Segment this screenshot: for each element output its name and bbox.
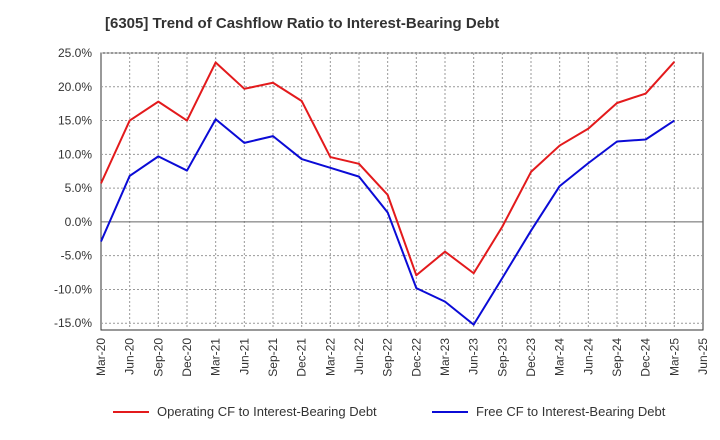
grid xyxy=(101,52,703,330)
x-tick-label: Sep-21 xyxy=(266,338,280,377)
y-tick-label: 15.0% xyxy=(58,114,92,128)
series-line-free-cf xyxy=(100,118,675,326)
x-tick-label: Jun-20 xyxy=(123,338,137,375)
chart-title: [6305] Trend of Cashflow Ratio to Intere… xyxy=(105,15,500,32)
legend: Operating CF to Interest-Bearing Debt Fr… xyxy=(0,404,720,428)
y-tick-label: -15.0% xyxy=(54,316,92,330)
legend-label-free-cf: Free CF to Interest-Bearing Debt xyxy=(476,404,666,419)
legend-label-operating-cf: Operating CF to Interest-Bearing Debt xyxy=(157,404,377,419)
x-tick-label: Mar-20 xyxy=(94,338,108,376)
axes: 25.0% 20.0% 15.0% 10.0% 5.0% 0.0% -5.0% -10.0% -… xyxy=(54,46,710,377)
legend-swatch-operating-cf xyxy=(113,410,149,413)
x-tick-label: Jun-22 xyxy=(352,338,366,375)
plot-area xyxy=(100,52,704,331)
x-tick-label: Mar-21 xyxy=(209,338,223,376)
y-tick-label: -10.0% xyxy=(54,282,92,296)
x-tick-label: Jun-24 xyxy=(581,338,595,375)
x-tick-label: Dec-20 xyxy=(180,338,194,377)
x-tick-label: Sep-20 xyxy=(151,338,165,377)
x-tick-label: Jun-21 xyxy=(237,338,251,375)
x-tick-label: Dec-24 xyxy=(639,338,653,377)
y-tick-label: 0.0% xyxy=(65,215,93,229)
x-tick-label: Jun-23 xyxy=(467,338,481,375)
x-tick-label: Mar-22 xyxy=(323,338,337,376)
x-tick-label: Jun-25 xyxy=(696,338,710,375)
legend-swatch-free-cf xyxy=(432,410,468,413)
x-tick-label: Dec-22 xyxy=(409,338,423,377)
y-tick-label: 10.0% xyxy=(58,147,92,161)
y-tick-label: 25.0% xyxy=(58,46,92,60)
x-tick-label: Sep-23 xyxy=(495,338,509,377)
legend-item-operating-cf: Operating CF to Interest-Bearing Debt xyxy=(113,404,377,419)
x-tick-label: Sep-22 xyxy=(381,338,395,377)
y-tick-label: 20.0% xyxy=(58,80,92,94)
y-tick-label: -5.0% xyxy=(61,249,93,263)
x-tick-label: Dec-21 xyxy=(295,338,309,377)
legend-item-free-cf: Free CF to Interest-Bearing Debt xyxy=(432,404,665,419)
series-lines xyxy=(100,61,676,326)
y-tick-label: 5.0% xyxy=(65,181,93,195)
x-tick-label: Mar-25 xyxy=(667,338,681,376)
x-tick-label: Mar-24 xyxy=(553,338,567,376)
x-tick-label: Dec-23 xyxy=(524,338,538,377)
x-tick-label: Sep-24 xyxy=(610,338,624,377)
series-line-operating-cf xyxy=(100,61,676,277)
x-tick-label: Mar-23 xyxy=(438,338,452,376)
